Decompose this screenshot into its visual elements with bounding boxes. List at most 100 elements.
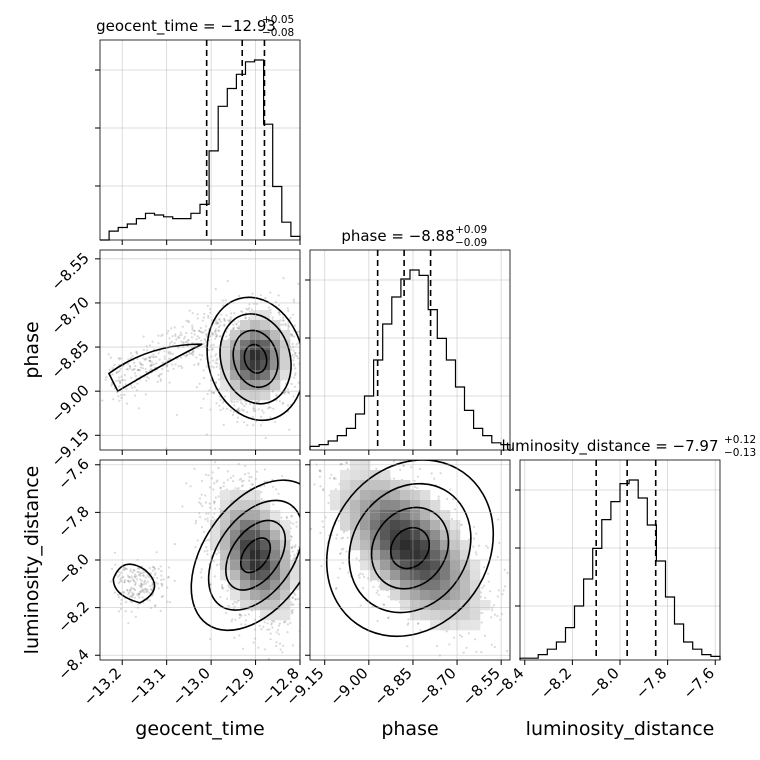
sample-point bbox=[153, 567, 156, 570]
sample-point bbox=[167, 576, 170, 579]
sample-point bbox=[160, 570, 163, 573]
density-cell bbox=[220, 490, 231, 501]
sample-point bbox=[214, 330, 217, 333]
sample-point bbox=[320, 565, 323, 568]
sample-point bbox=[295, 521, 298, 524]
title-luminosity-distance-upper: +0.12 bbox=[724, 434, 756, 446]
sample-point bbox=[187, 339, 190, 342]
density-cell bbox=[220, 500, 231, 511]
sample-point bbox=[168, 357, 171, 360]
sample-point bbox=[446, 497, 449, 500]
sample-point bbox=[175, 338, 178, 341]
sample-point bbox=[200, 568, 203, 571]
sample-point bbox=[183, 337, 186, 340]
sample-point bbox=[169, 351, 172, 354]
sample-point bbox=[206, 549, 209, 553]
sample-point bbox=[127, 591, 130, 595]
sample-point bbox=[220, 584, 224, 587]
sample-point bbox=[117, 357, 120, 360]
sample-point bbox=[293, 553, 296, 557]
sample-point bbox=[480, 651, 483, 654]
density-cell bbox=[250, 590, 261, 601]
sample-point bbox=[131, 577, 134, 580]
sample-point bbox=[150, 364, 153, 367]
density-cell bbox=[230, 380, 241, 391]
density-cell bbox=[430, 520, 441, 531]
tick-label-x-geocent_time: −13.2 bbox=[80, 664, 125, 709]
sample-point bbox=[266, 628, 269, 631]
sample-point bbox=[272, 407, 275, 410]
sample-point bbox=[271, 316, 274, 319]
sample-point bbox=[281, 402, 284, 405]
sample-point bbox=[173, 341, 176, 345]
density-cell bbox=[450, 580, 461, 591]
density-cell bbox=[390, 540, 401, 551]
sample-point bbox=[291, 545, 294, 548]
tick-label-y-phase: −9.00 bbox=[48, 381, 93, 426]
sample-point bbox=[145, 370, 148, 374]
sample-point bbox=[503, 568, 506, 571]
sample-point bbox=[302, 344, 304, 346]
tick-label-y-luminosity_distance: −8.4 bbox=[54, 645, 92, 683]
density-cell bbox=[260, 540, 271, 551]
sample-point bbox=[174, 333, 177, 336]
sample-point bbox=[250, 451, 252, 453]
sample-point bbox=[109, 580, 112, 583]
sample-point bbox=[143, 591, 146, 594]
sample-point bbox=[282, 316, 285, 319]
density-cell bbox=[240, 360, 251, 371]
sample-point bbox=[303, 611, 305, 613]
sample-point bbox=[308, 343, 310, 345]
sample-point bbox=[260, 497, 263, 500]
sample-point bbox=[133, 361, 136, 364]
density-cell bbox=[250, 540, 261, 551]
sample-point bbox=[289, 527, 292, 530]
sample-point bbox=[134, 364, 137, 368]
density-cell bbox=[240, 490, 251, 501]
sample-point bbox=[263, 468, 266, 471]
sample-point bbox=[355, 557, 358, 560]
sample-point bbox=[133, 372, 136, 375]
sample-point bbox=[204, 473, 208, 476]
sample-point bbox=[216, 479, 219, 482]
density-cell bbox=[380, 510, 391, 521]
sample-point bbox=[141, 571, 144, 575]
sample-point bbox=[236, 400, 239, 403]
sample-point bbox=[291, 342, 294, 346]
density-cell bbox=[430, 620, 441, 631]
sample-point bbox=[146, 590, 149, 594]
sample-point bbox=[218, 378, 221, 381]
sample-point bbox=[146, 580, 149, 583]
sample-point bbox=[292, 359, 295, 362]
sample-point bbox=[497, 589, 500, 592]
sample-point bbox=[275, 488, 278, 491]
sample-point bbox=[290, 333, 293, 336]
sample-point bbox=[259, 294, 262, 297]
sample-point bbox=[213, 502, 216, 505]
sample-point bbox=[118, 376, 121, 379]
sample-point bbox=[376, 620, 379, 623]
sample-point bbox=[157, 342, 160, 345]
sample-point bbox=[119, 571, 122, 574]
sample-point bbox=[338, 552, 342, 556]
sample-point bbox=[235, 323, 238, 326]
sample-point bbox=[175, 413, 178, 416]
sample-point bbox=[137, 594, 140, 597]
sample-point bbox=[122, 566, 125, 569]
sample-point bbox=[291, 609, 294, 612]
sample-point bbox=[144, 590, 148, 593]
density-cell bbox=[450, 610, 461, 621]
sample-point bbox=[375, 591, 378, 594]
density-cell bbox=[360, 500, 371, 511]
sample-point bbox=[222, 587, 225, 590]
density-cell bbox=[240, 520, 251, 531]
density-cell bbox=[380, 520, 391, 531]
sample-point bbox=[214, 330, 217, 333]
sample-point bbox=[359, 572, 362, 575]
density-cell bbox=[390, 550, 401, 561]
sample-point bbox=[173, 326, 176, 329]
sample-point bbox=[248, 303, 251, 306]
sample-point bbox=[122, 568, 125, 571]
sample-point bbox=[491, 609, 494, 612]
sample-point bbox=[281, 323, 284, 326]
